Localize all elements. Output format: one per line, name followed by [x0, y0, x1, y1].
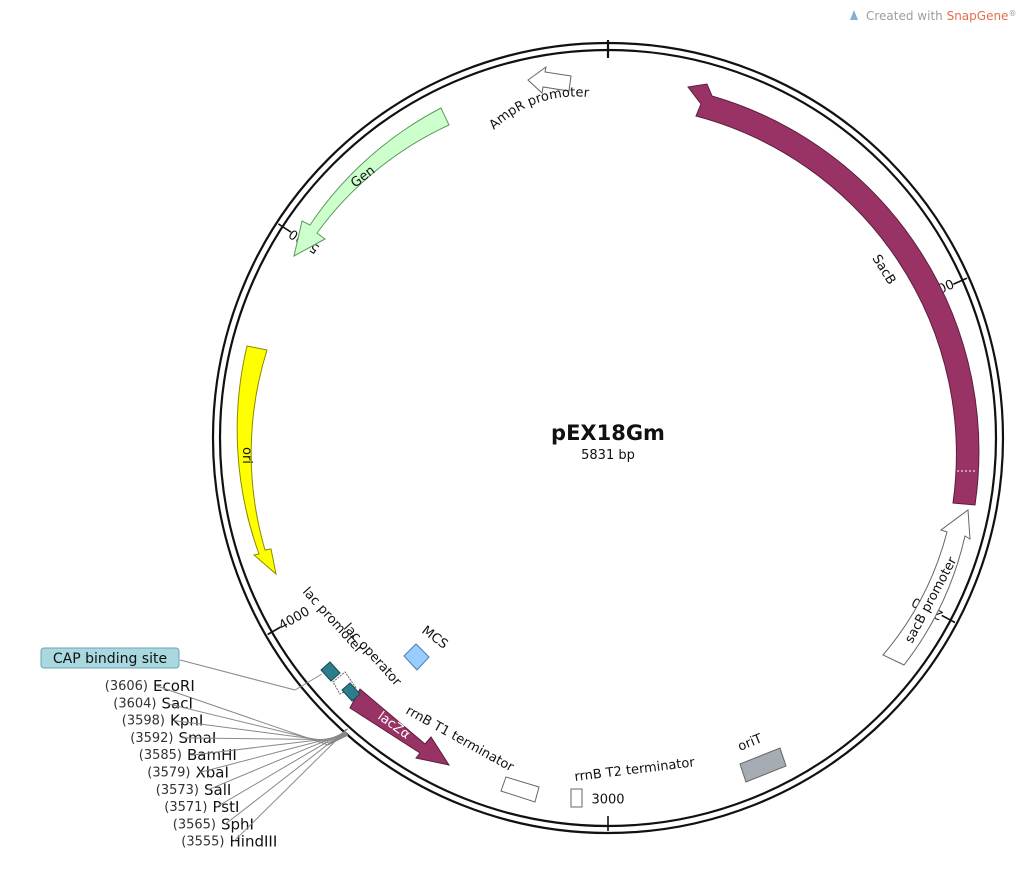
lac-operator-box[interactable] [341, 682, 361, 702]
site-name: SalI [204, 781, 231, 799]
mcs-box[interactable] [403, 643, 430, 671]
tick-label: 4000 [276, 604, 312, 634]
tick-mark [277, 223, 292, 233]
rrnb-t2-box[interactable] [570, 788, 583, 808]
site-bamhi[interactable]: (3585) BamHI [139, 732, 347, 764]
site-leader-line [156, 685, 349, 746]
lacza-arrow[interactable] [349, 688, 451, 766]
tick-mark [952, 277, 968, 285]
ori-arrow[interactable] [236, 345, 277, 576]
site-name: HindIII [230, 833, 278, 851]
feature-lac-region[interactable]: lac operator lac promoter [299, 585, 404, 702]
feature-rrnb-t2[interactable]: rrnB T2 terminator [570, 755, 697, 808]
site-position: (3592) [130, 731, 173, 746]
site-leader-line [233, 728, 349, 843]
rrnb-t1-box[interactable] [500, 776, 540, 803]
tick-mark [267, 626, 282, 636]
feature-sacb-promoter[interactable]: sacB promoter [882, 509, 971, 666]
ampr-promoter-arrow[interactable] [527, 65, 572, 94]
feature-orit[interactable]: oriT [736, 731, 787, 783]
feature-ampr-promoter[interactable]: AmpR promoter [487, 65, 591, 133]
feature-mcs[interactable]: MCS [403, 623, 451, 671]
site-position: (3565) [173, 817, 216, 832]
cap-label-box[interactable] [40, 647, 180, 669]
site-smai[interactable]: (3592) SmaI [130, 729, 348, 747]
ori-label: ori [239, 447, 254, 464]
sacb-promoter-arrow[interactable] [882, 509, 971, 666]
plasmid-name: pEX18Gm [551, 421, 665, 445]
sacb-arrow[interactable] [687, 83, 980, 506]
site-name: SphI [221, 815, 254, 833]
site-kpni[interactable]: (3598) KpnI [122, 712, 348, 742]
feature-sacb[interactable]: SacB [687, 83, 980, 506]
orit-box[interactable] [739, 747, 787, 783]
site-position: (3573) [156, 783, 199, 798]
site-name: BamHI [187, 746, 237, 764]
tick-label: 3000 [591, 793, 624, 808]
site-position: (3571) [164, 800, 207, 815]
site-position: (3606) [105, 679, 148, 694]
sacb-label: SacB [869, 252, 899, 287]
snapgene-brand: Created with SnapGene® [850, 9, 1016, 23]
site-name: XbaI [196, 764, 229, 782]
tick-mark [941, 614, 956, 624]
site-hindiii[interactable]: (3555) HindIII [181, 728, 349, 851]
site-ecori[interactable]: (3606) EcoRI [105, 677, 349, 746]
site-name: KpnI [170, 712, 203, 730]
site-name: PstI [213, 798, 240, 816]
snapgene-logo-icon [850, 10, 858, 20]
site-position: (3585) [139, 748, 182, 763]
cap-leader-line [179, 659, 296, 691]
restriction-sites: (3606) EcoRI(3604) SacI(3598) KpnI(3592) Sma… [105, 677, 349, 851]
site-position: (3598) [122, 714, 165, 729]
brand-text: Created with SnapGene® [866, 9, 1016, 23]
cap-leader-line-end [294, 673, 323, 691]
feature-ori[interactable]: ori [236, 345, 277, 576]
plasmid-length: 5831 bp [581, 448, 635, 463]
site-position: (3579) [147, 766, 190, 781]
site-leader-line [224, 730, 346, 825]
site-leader-line [216, 731, 346, 808]
site-position: (3604) [113, 696, 156, 711]
site-position: (3555) [181, 835, 224, 850]
cap-label: CAP binding site [53, 651, 167, 667]
feature-gen[interactable]: Gen [293, 107, 450, 257]
cap-binding-box[interactable] [320, 661, 341, 682]
rrnb-t2-label: rrnB T2 terminator [574, 755, 697, 785]
orit-label: oriT [736, 731, 765, 754]
lac-promoter-label: lac promoter [299, 585, 366, 657]
ampr-promoter-label: AmpR promoter [487, 85, 591, 133]
mcs-label: MCS [419, 623, 451, 652]
cap-binding-callout: CAP binding site [40, 647, 323, 691]
gen-arrow[interactable] [293, 107, 450, 257]
site-name: EcoRI [153, 677, 195, 695]
